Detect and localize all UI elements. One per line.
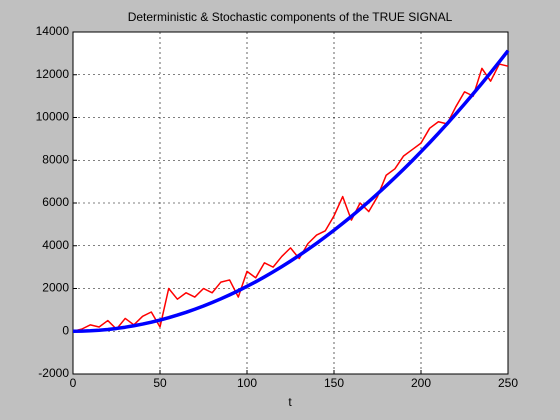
y-tick-label: -2000 [38,366,69,380]
y-tick-label: 10000 [36,110,70,124]
x-tick-label: 50 [153,376,167,390]
x-tick-label: 250 [498,376,518,390]
chart-title: Deterministic & Stochastic components of… [128,10,453,24]
series-line [72,49,510,333]
x-axis-label: t [288,395,292,409]
y-tick-label: 8000 [42,152,69,166]
y-tick-label: 0 [62,323,69,337]
x-tick-label: 0 [70,376,77,390]
plot-area [72,31,509,375]
y-tick-label: 6000 [42,195,69,209]
x-tick-label: 150 [324,376,344,390]
y-tick-label: 4000 [42,238,69,252]
x-tick-label: 200 [411,376,431,390]
y-tick-label: 2000 [42,281,69,295]
y-tick-label: 12000 [36,67,70,81]
y-tick-label: 14000 [36,24,70,38]
series-line [72,63,509,332]
x-tick-label: 100 [237,376,257,390]
